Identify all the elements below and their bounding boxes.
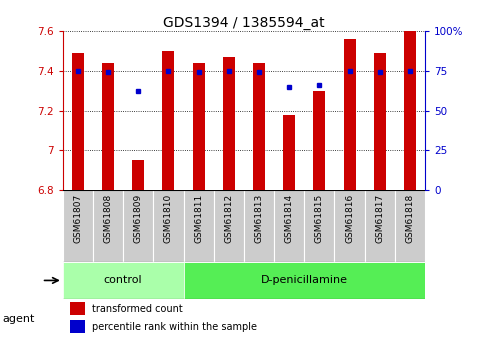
Text: GSM61812: GSM61812 bbox=[224, 194, 233, 243]
Bar bbox=[404, 31, 416, 190]
Bar bbox=[123, 190, 154, 262]
Bar bbox=[274, 190, 304, 262]
Bar bbox=[184, 190, 213, 262]
Bar bbox=[374, 53, 386, 190]
Text: GSM61809: GSM61809 bbox=[134, 194, 143, 243]
Bar bbox=[304, 190, 334, 262]
Bar bbox=[223, 57, 235, 190]
Bar bbox=[343, 39, 355, 190]
Bar bbox=[253, 63, 265, 190]
Text: GSM61813: GSM61813 bbox=[255, 194, 264, 243]
Bar bbox=[162, 51, 174, 190]
Bar bbox=[365, 190, 395, 262]
Bar bbox=[334, 190, 365, 262]
Text: agent: agent bbox=[2, 314, 35, 324]
Text: GSM61808: GSM61808 bbox=[103, 194, 113, 243]
Text: transformed count: transformed count bbox=[92, 304, 183, 314]
Text: D-penicillamine: D-penicillamine bbox=[261, 275, 348, 285]
Title: GDS1394 / 1385594_at: GDS1394 / 1385594_at bbox=[163, 16, 325, 30]
Bar bbox=[72, 53, 84, 190]
Text: percentile rank within the sample: percentile rank within the sample bbox=[92, 322, 257, 332]
Bar bbox=[63, 190, 93, 262]
Text: GSM61810: GSM61810 bbox=[164, 194, 173, 243]
Text: GSM61814: GSM61814 bbox=[284, 194, 294, 243]
Bar bbox=[244, 190, 274, 262]
Text: GSM61811: GSM61811 bbox=[194, 194, 203, 243]
Bar bbox=[132, 160, 144, 190]
Text: GSM61818: GSM61818 bbox=[405, 194, 414, 243]
Text: GSM61817: GSM61817 bbox=[375, 194, 384, 243]
Text: GSM61815: GSM61815 bbox=[315, 194, 324, 243]
Bar bbox=[213, 190, 244, 262]
Text: control: control bbox=[104, 275, 142, 285]
Bar bbox=[63, 262, 184, 298]
Bar bbox=[395, 190, 425, 262]
Bar bbox=[193, 63, 205, 190]
Bar bbox=[184, 262, 425, 298]
Bar bbox=[70, 320, 85, 333]
Bar bbox=[154, 190, 184, 262]
Bar bbox=[102, 63, 114, 190]
Bar bbox=[313, 91, 326, 190]
Text: GSM61807: GSM61807 bbox=[73, 194, 83, 243]
Bar bbox=[93, 190, 123, 262]
Text: GSM61816: GSM61816 bbox=[345, 194, 354, 243]
Bar bbox=[70, 302, 85, 315]
Bar bbox=[283, 115, 295, 190]
